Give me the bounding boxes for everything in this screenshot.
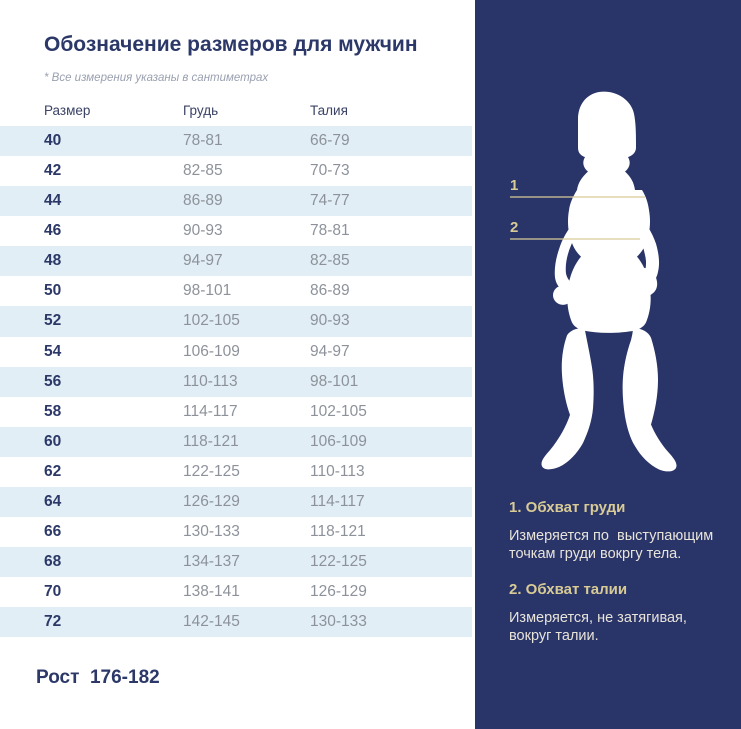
svg-text:1: 1 (510, 177, 518, 194)
svg-text:2: 2 (510, 219, 518, 236)
